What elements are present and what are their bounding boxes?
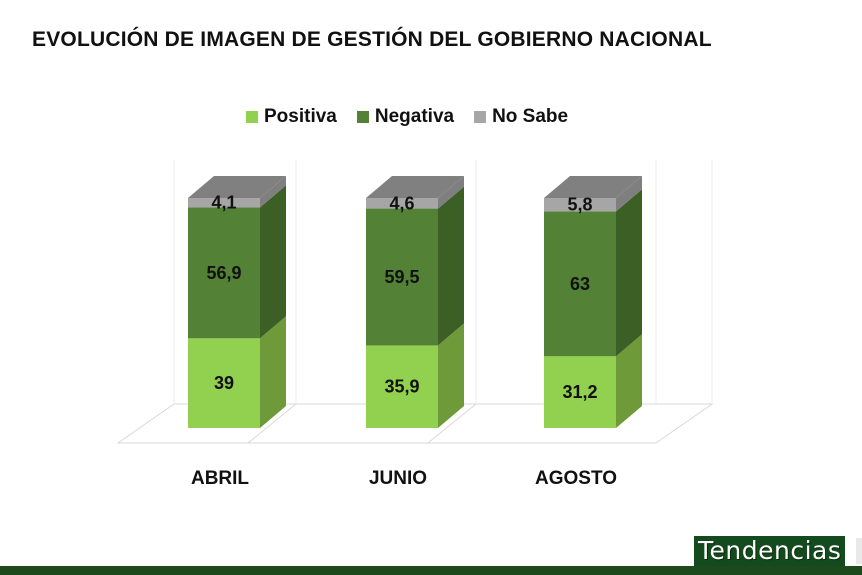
brand-logo-edge [856, 538, 862, 564]
bars-group: 39 56,9 4,1 35,9 59,5 4,6 31,2 63 5,8 [188, 176, 642, 428]
legend-label-negativa: Negativa [374, 106, 455, 127]
bar-side-negativa [260, 185, 286, 339]
floor-divider [247, 403, 297, 444]
bar-segment-no-sabe [544, 198, 616, 212]
legend-item-no-sabe: No Sabe [474, 106, 568, 128]
legend-label-positiva: Positiva [264, 106, 337, 127]
bar-segment-negativa [544, 211, 616, 357]
bar-top [544, 176, 642, 198]
bar-side-no-sabe [616, 176, 642, 212]
bar-segment-negativa [366, 208, 438, 346]
footer-band [0, 566, 862, 575]
data-label-negativa: 59,5 [384, 267, 419, 287]
category-labels: ABRIL JUNIO AGOSTO [191, 468, 617, 489]
data-label-no-sabe: 5,8 [567, 195, 592, 215]
legend-swatch-no-sabe [474, 111, 487, 123]
data-label-positiva: 39 [214, 373, 234, 393]
bar-segment-positiva [544, 356, 616, 428]
bar-top [188, 176, 286, 198]
bar-segment-positiva [188, 338, 260, 428]
bar-side-negativa [616, 189, 642, 357]
data-label-negativa: 63 [570, 274, 590, 294]
data-label-negativa: 56,9 [206, 263, 241, 283]
data-label-no-sabe: 4,1 [211, 193, 236, 213]
data-label-positiva: 35,9 [384, 377, 419, 397]
category-label: JUNIO [369, 468, 427, 489]
bar-side-positiva [438, 323, 464, 428]
legend-swatch-positiva [246, 111, 258, 123]
data-label-no-sabe: 4,6 [389, 193, 414, 213]
bar-segment-positiva [366, 345, 438, 428]
bar-top [366, 176, 464, 198]
category-label: AGOSTO [535, 468, 617, 489]
legend-label-no-sabe: No Sabe [492, 106, 569, 127]
data-label-positiva: 31,2 [562, 382, 597, 402]
bar-segment-no-sabe [188, 198, 260, 208]
brand-logo: Tendencias [694, 536, 846, 566]
legend: Positiva Negativa No Sabe [246, 106, 568, 128]
chart-title: EVOLUCIÓN DE IMAGEN DE GESTIÓN DEL GOBIE… [32, 28, 712, 51]
category-label: ABRIL [191, 468, 249, 489]
legend-swatch-negativa [356, 111, 369, 123]
bar-segment-no-sabe [366, 198, 438, 209]
bar-segment-negativa [188, 207, 260, 339]
bar-side-positiva [260, 316, 286, 428]
legend-item-negativa: Negativa [356, 106, 455, 128]
floor-divider [427, 403, 477, 444]
bar-side-negativa [438, 186, 464, 346]
bar-side-no-sabe [260, 176, 286, 208]
bar-side-positiva [616, 334, 642, 428]
bar-side-no-sabe [438, 176, 464, 209]
legend-item-positiva: Positiva [246, 106, 337, 128]
